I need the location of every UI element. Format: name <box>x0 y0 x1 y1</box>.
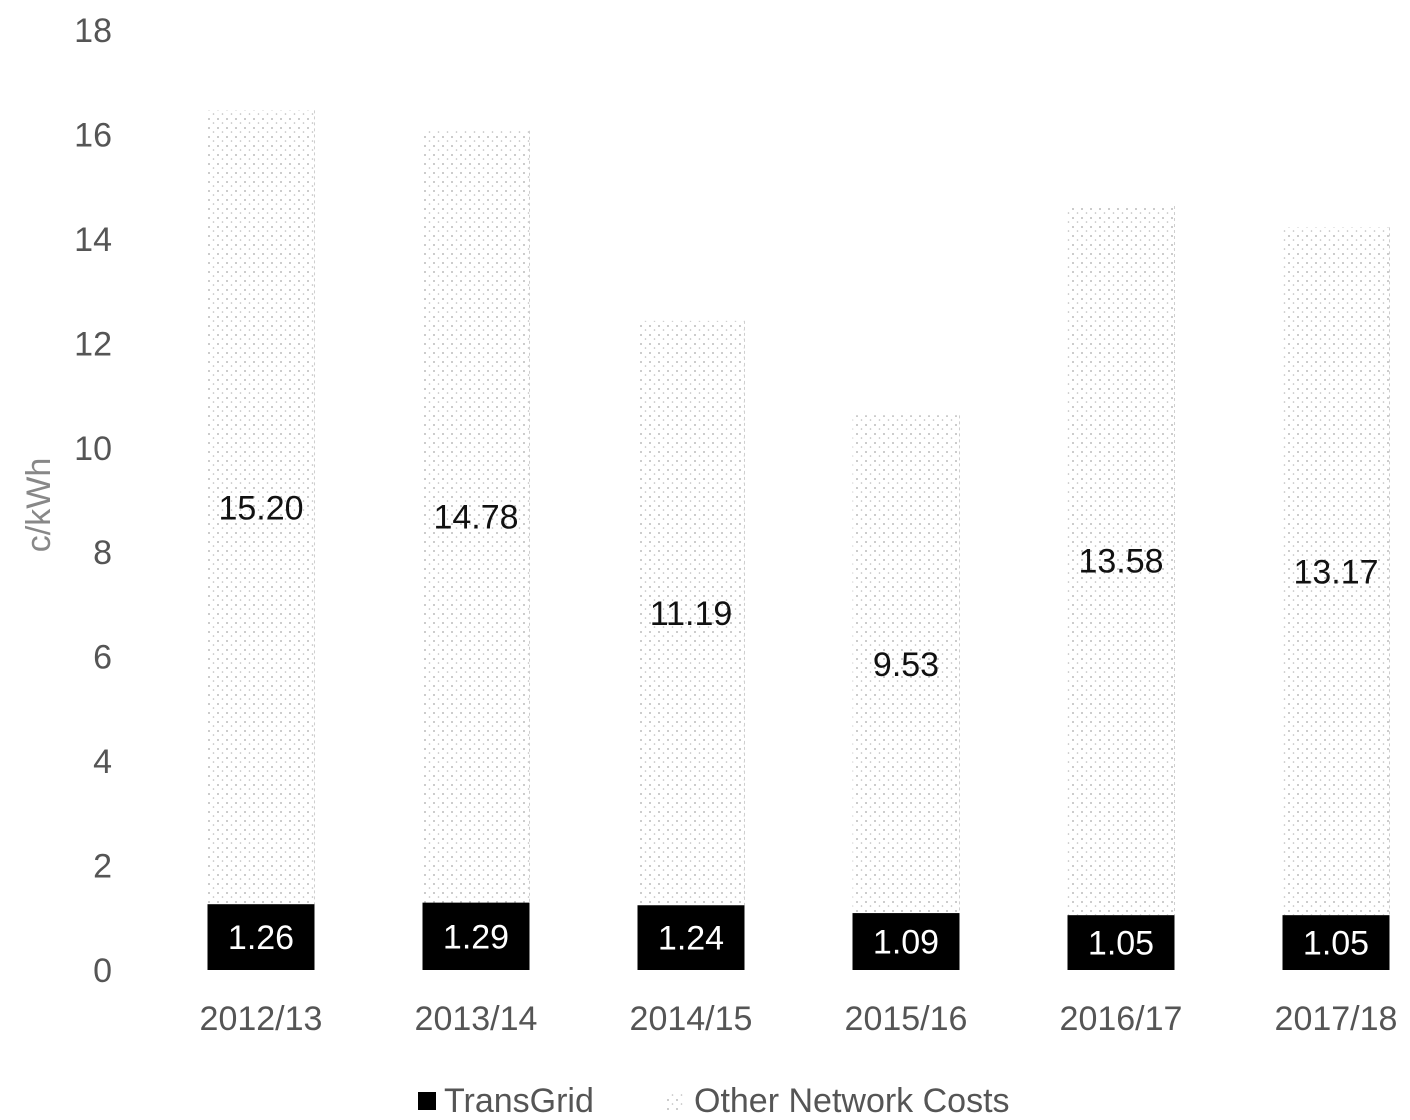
legend-label-transgrid: TransGrid <box>444 1082 594 1120</box>
y-tick-label: 0 <box>93 952 112 990</box>
data-label-transgrid: 1.09 <box>873 924 939 962</box>
legend-swatch-transgrid <box>418 1092 436 1110</box>
bar-other-network-costs <box>422 130 530 903</box>
y-tick-label: 2 <box>93 848 112 886</box>
y-tick-label: 14 <box>74 221 112 259</box>
y-axis: 0 2 4 6 8 10 12 14 16 18 <box>74 12 112 990</box>
bar-other-network-costs <box>852 415 960 914</box>
y-tick-label: 8 <box>93 534 112 572</box>
data-label-transgrid: 1.05 <box>1303 925 1369 963</box>
x-tick-label: 2015/16 <box>845 1000 968 1038</box>
x-tick-label: 2013/14 <box>415 1000 538 1038</box>
bar-transgrid <box>1282 915 1390 970</box>
data-label-other-network-costs: 11.19 <box>650 595 733 633</box>
y-tick-label: 10 <box>74 430 112 468</box>
x-tick-label: 2014/15 <box>630 1000 753 1038</box>
legend-swatch-other-network-costs <box>665 1092 683 1110</box>
y-tick-label: 6 <box>93 639 112 677</box>
data-label-other-network-costs: 9.53 <box>873 646 939 684</box>
bar-transgrid <box>637 905 745 970</box>
data-label-transgrid: 1.26 <box>228 919 294 957</box>
bar-other-network-costs <box>1067 205 1175 916</box>
legend: TransGrid Other Network Costs <box>418 1082 1010 1120</box>
data-label-other-network-costs: 13.58 <box>1078 543 1163 581</box>
plot-area: 1.26 15.20 1.29 14.78 1.24 11.19 1.09 9.53 1.05 1… <box>207 110 1390 970</box>
y-tick-label: 12 <box>74 325 112 363</box>
bar-transgrid <box>852 913 960 970</box>
data-label-transgrid: 1.24 <box>658 920 724 958</box>
y-tick-label: 16 <box>74 116 112 154</box>
y-axis-label: c/kWh <box>20 458 58 552</box>
legend-label-other-network-costs: Other Network Costs <box>694 1082 1010 1120</box>
bar-transgrid <box>1067 915 1175 970</box>
bar-transgrid <box>422 902 530 970</box>
data-label-other-network-costs: 15.20 <box>218 489 303 527</box>
y-tick-label: 4 <box>93 743 112 781</box>
data-label-transgrid: 1.29 <box>443 918 509 956</box>
x-tick-label: 2012/13 <box>200 1000 323 1038</box>
y-tick-label: 18 <box>74 12 112 50</box>
bar-other-network-costs <box>207 110 315 905</box>
x-tick-label: 2016/17 <box>1060 1000 1183 1038</box>
data-label-transgrid: 1.05 <box>1088 925 1154 963</box>
bar-other-network-costs <box>637 320 745 906</box>
bar-transgrid <box>207 904 315 970</box>
bar-other-network-costs <box>1282 227 1390 916</box>
x-tick-label: 2017/18 <box>1275 1000 1398 1038</box>
x-axis: 2012/13 2013/14 2014/15 2015/16 2016/17 2017/… <box>200 1000 1398 1038</box>
data-label-other-network-costs: 14.78 <box>433 499 518 537</box>
data-label-other-network-costs: 13.17 <box>1293 553 1378 591</box>
